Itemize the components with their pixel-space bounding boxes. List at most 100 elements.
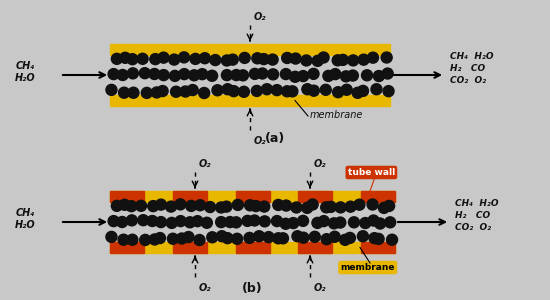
Circle shape (167, 233, 178, 244)
Circle shape (330, 69, 341, 80)
Circle shape (249, 215, 260, 226)
Circle shape (326, 201, 337, 212)
Circle shape (345, 201, 356, 212)
Circle shape (140, 234, 151, 245)
Circle shape (207, 70, 218, 81)
Circle shape (288, 218, 299, 229)
Circle shape (195, 200, 206, 211)
Circle shape (290, 71, 301, 82)
Circle shape (358, 85, 368, 96)
Circle shape (280, 69, 292, 80)
Circle shape (373, 233, 384, 244)
Circle shape (335, 217, 346, 228)
Circle shape (216, 231, 227, 242)
Text: H₂   CO: H₂ CO (455, 211, 490, 220)
Bar (110, 242, 395, 253)
Circle shape (382, 68, 393, 79)
Circle shape (280, 200, 292, 211)
Circle shape (282, 52, 293, 64)
Circle shape (249, 68, 260, 80)
Text: CH₄: CH₄ (15, 208, 35, 218)
Circle shape (361, 70, 372, 81)
Text: CH₄: CH₄ (15, 61, 35, 71)
Circle shape (333, 87, 344, 98)
Circle shape (119, 199, 130, 210)
Circle shape (180, 86, 191, 97)
Text: O₂: O₂ (254, 136, 267, 146)
Circle shape (287, 86, 298, 97)
Text: O₂: O₂ (314, 283, 327, 293)
Circle shape (106, 231, 117, 242)
Circle shape (375, 218, 386, 229)
Circle shape (381, 52, 392, 63)
Circle shape (280, 218, 291, 229)
Circle shape (156, 217, 167, 228)
Circle shape (348, 70, 359, 81)
Circle shape (273, 200, 284, 211)
Circle shape (158, 70, 169, 81)
Circle shape (232, 233, 243, 244)
Circle shape (148, 201, 159, 212)
Circle shape (222, 70, 233, 81)
Circle shape (352, 87, 363, 98)
Circle shape (175, 199, 186, 210)
Circle shape (267, 54, 278, 65)
Circle shape (221, 201, 232, 212)
Circle shape (139, 68, 150, 79)
Circle shape (341, 84, 352, 95)
Circle shape (339, 234, 350, 245)
Circle shape (205, 202, 216, 213)
Circle shape (126, 215, 138, 226)
Circle shape (127, 234, 138, 245)
Circle shape (302, 202, 313, 213)
Text: (b): (b) (241, 282, 262, 295)
Circle shape (308, 68, 319, 80)
Circle shape (170, 86, 182, 97)
Text: CO₂  O₂: CO₂ O₂ (455, 223, 491, 232)
Circle shape (106, 84, 117, 95)
Text: (a): (a) (265, 132, 285, 145)
Circle shape (111, 200, 122, 211)
Circle shape (267, 69, 278, 80)
Circle shape (222, 84, 233, 95)
Circle shape (321, 202, 332, 213)
Bar (298, 242, 332, 253)
Circle shape (186, 200, 197, 211)
Circle shape (212, 85, 223, 96)
Circle shape (291, 202, 302, 213)
Circle shape (254, 231, 265, 242)
Bar (361, 191, 395, 202)
Circle shape (318, 216, 329, 226)
Bar (110, 95, 390, 106)
Circle shape (238, 86, 249, 97)
Circle shape (155, 232, 166, 244)
Text: O₂: O₂ (199, 283, 212, 293)
Circle shape (358, 54, 369, 65)
Bar (235, 191, 270, 202)
Circle shape (138, 215, 148, 226)
Circle shape (232, 200, 243, 210)
Circle shape (312, 218, 323, 228)
Circle shape (312, 56, 323, 66)
Bar (235, 242, 270, 253)
Circle shape (108, 69, 119, 80)
Circle shape (329, 231, 340, 242)
Circle shape (261, 84, 272, 95)
Circle shape (263, 232, 274, 243)
Circle shape (369, 233, 380, 244)
Circle shape (190, 53, 201, 64)
Circle shape (199, 88, 210, 98)
Circle shape (137, 53, 148, 64)
Circle shape (169, 70, 180, 81)
Circle shape (120, 52, 131, 63)
Circle shape (354, 199, 365, 210)
Circle shape (298, 70, 309, 82)
Circle shape (150, 54, 161, 64)
Circle shape (199, 53, 210, 64)
Text: H₂O: H₂O (15, 73, 35, 83)
Circle shape (175, 216, 186, 226)
Circle shape (169, 54, 180, 65)
Circle shape (298, 232, 309, 243)
Text: CO₂  O₂: CO₂ O₂ (450, 76, 486, 85)
Circle shape (349, 217, 360, 228)
